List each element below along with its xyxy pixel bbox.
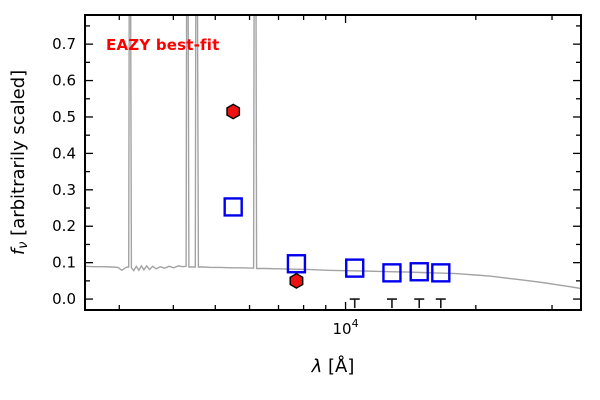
y-tick-label: 0.1 [52,254,76,272]
y-tick-label: 0.0 [52,290,76,308]
x-axis-label: λ [Å] [311,355,355,377]
y-tick-label: 0.6 [52,72,76,90]
flux-upper-limits-marker [435,298,446,309]
y-tick-label: 0.5 [52,108,76,126]
y-tick-label: 0.3 [52,181,76,199]
plot-frame [84,14,582,311]
x-tick-label: 104 [333,317,359,338]
y-axis-label: fν [arbitrarily scaled] [8,70,31,255]
y-tick-label: 0.4 [52,144,76,162]
best-fit-annotation: EAZY best-fit [106,36,220,54]
axis-ticks [86,16,580,309]
model-photometry-point [286,254,307,274]
model-photometry-point [345,258,365,278]
flux-upper-limits-marker [414,298,425,309]
model-photometry-point [409,262,429,282]
model-photometry-point [382,263,402,283]
flux-upper-limits-marker [386,298,397,309]
observed-photometry-point [289,272,304,289]
model-photometry-point [223,197,243,217]
flux-upper-limits-marker [349,298,360,309]
model-photometry-point [431,263,451,283]
model-spectrum [85,15,581,290]
y-tick-labels: 0.0 0.1 0.2 0.3 0.4 0.5 0.6 0.7 [52,35,76,308]
y-tick-label: 0.7 [52,35,76,53]
observed-photometry-point [226,103,241,120]
plot-area [85,15,581,309]
y-tick-label: 0.2 [52,217,76,235]
